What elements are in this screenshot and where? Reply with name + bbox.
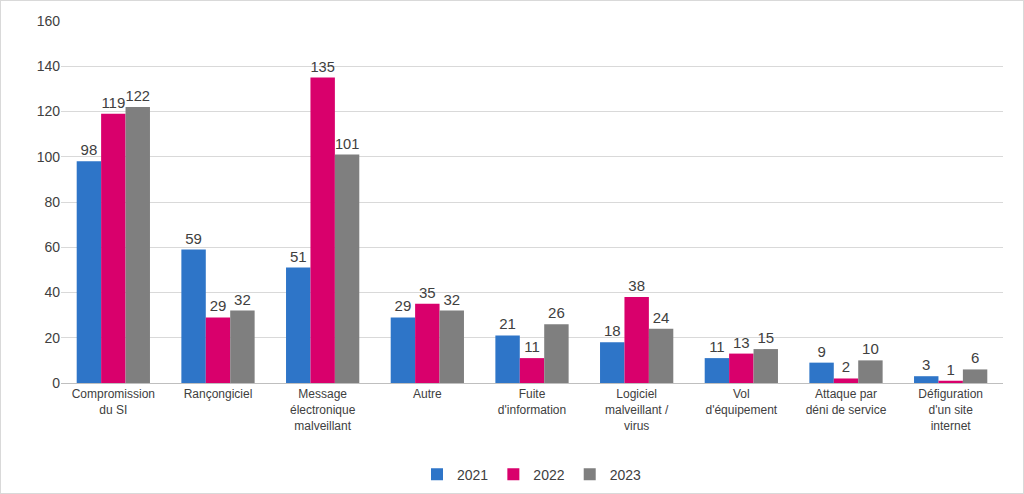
svg-text:Compromissiondu SI: Compromissiondu SI xyxy=(72,387,155,417)
svg-text:2023: 2023 xyxy=(610,467,641,483)
svg-text:51: 51 xyxy=(290,248,307,265)
svg-text:59: 59 xyxy=(185,230,202,247)
svg-text:29: 29 xyxy=(395,297,412,314)
svg-text:101: 101 xyxy=(335,136,359,152)
svg-text:10: 10 xyxy=(862,340,879,357)
svg-text:18: 18 xyxy=(604,322,621,339)
svg-text:11: 11 xyxy=(709,338,725,355)
svg-text:2022: 2022 xyxy=(533,467,564,483)
svg-text:60: 60 xyxy=(44,239,60,255)
svg-text:32: 32 xyxy=(443,291,460,308)
svg-text:Messageélectroniquemalveillant: Messageélectroniquemalveillant xyxy=(290,387,356,432)
svg-text:3: 3 xyxy=(922,356,930,373)
svg-text:35: 35 xyxy=(419,284,436,301)
svg-text:26: 26 xyxy=(548,304,565,321)
svg-text:6: 6 xyxy=(971,349,979,366)
svg-text:Logicielmalveillant /virus: Logicielmalveillant /virus xyxy=(605,387,669,432)
svg-text:32: 32 xyxy=(234,291,251,308)
svg-text:15: 15 xyxy=(757,329,774,346)
svg-text:21: 21 xyxy=(499,315,516,332)
svg-text:Autre: Autre xyxy=(413,387,442,401)
svg-text:98: 98 xyxy=(81,141,98,158)
svg-text:40: 40 xyxy=(44,284,60,300)
svg-text:0: 0 xyxy=(52,375,60,391)
svg-text:140: 140 xyxy=(37,58,61,74)
svg-text:120: 120 xyxy=(37,103,61,119)
svg-text:Fuited'information: Fuited'information xyxy=(498,387,566,417)
svg-text:Rançongiciel: Rançongiciel xyxy=(184,387,253,401)
svg-text:20: 20 xyxy=(44,330,60,346)
svg-text:24: 24 xyxy=(653,309,670,326)
svg-text:119: 119 xyxy=(101,94,125,111)
svg-text:13: 13 xyxy=(733,334,750,351)
svg-text:Attaque pardéni de service: Attaque pardéni de service xyxy=(806,387,887,417)
svg-text:2: 2 xyxy=(842,358,850,375)
svg-text:1: 1 xyxy=(946,361,954,378)
svg-text:135: 135 xyxy=(310,59,334,75)
svg-text:122: 122 xyxy=(126,88,150,104)
svg-text:9: 9 xyxy=(817,343,825,360)
svg-text:38: 38 xyxy=(628,277,645,294)
svg-text:Vold'équipement: Vold'équipement xyxy=(705,387,777,417)
svg-text:160: 160 xyxy=(37,13,61,29)
svg-text:2021: 2021 xyxy=(457,467,488,483)
svg-text:80: 80 xyxy=(44,194,60,210)
svg-text:11: 11 xyxy=(524,338,540,355)
svg-text:Défigurationd'un siteinternet: Défigurationd'un siteinternet xyxy=(918,387,983,432)
svg-text:29: 29 xyxy=(210,297,227,314)
svg-text:100: 100 xyxy=(37,149,61,165)
